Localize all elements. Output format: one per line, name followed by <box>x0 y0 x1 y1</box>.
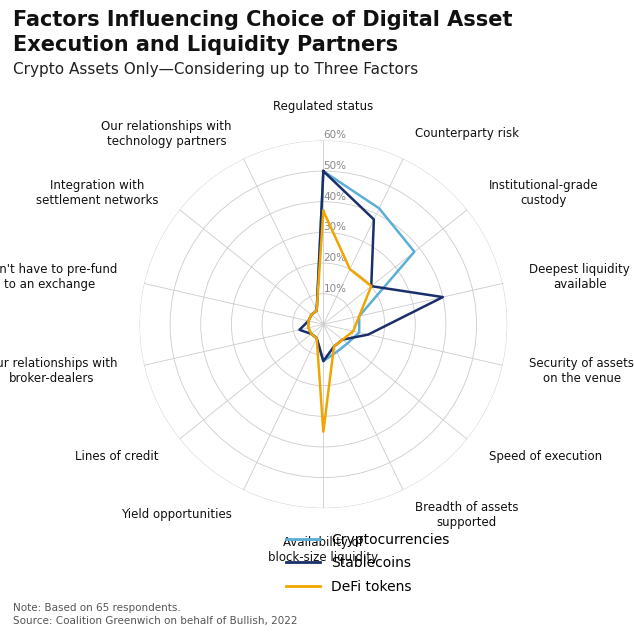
Text: Regulated status: Regulated status <box>273 100 373 113</box>
Text: Integration with
settlement networks: Integration with settlement networks <box>36 179 158 207</box>
Text: Our relationships with
broker-dealers: Our relationships with broker-dealers <box>0 357 117 385</box>
Text: Security of assets
on the venue: Security of assets on the venue <box>529 357 634 385</box>
Text: Lines of credit: Lines of credit <box>75 450 158 463</box>
Text: Crypto Assets Only—Considering up to Three Factors: Crypto Assets Only—Considering up to Thr… <box>13 62 418 78</box>
Text: Execution and Liquidity Partners: Execution and Liquidity Partners <box>13 35 398 55</box>
Text: Don't have to pre-fund
to an exchange: Don't have to pre-fund to an exchange <box>0 263 117 291</box>
Text: Speed of execution: Speed of execution <box>489 450 602 463</box>
Text: Institutional-grade
custody: Institutional-grade custody <box>489 179 598 207</box>
Text: Counterparty risk: Counterparty risk <box>415 127 519 141</box>
Text: Deepest liquidity
available: Deepest liquidity available <box>529 263 630 291</box>
Text: Yield opportunities: Yield opportunities <box>120 508 231 522</box>
Text: Availability of
block-size liquidity: Availability of block-size liquidity <box>268 536 378 563</box>
Text: Note: Based on 65 respondents.
Source: Coalition Greenwich on behalf of Bullish,: Note: Based on 65 respondents. Source: C… <box>13 604 297 626</box>
Text: Breadth of assets
supported: Breadth of assets supported <box>415 501 519 529</box>
Legend: Cryptocurrencies, Stablecoins, DeFi tokens: Cryptocurrencies, Stablecoins, DeFi toke… <box>285 532 450 594</box>
Text: Factors Influencing Choice of Digital Asset: Factors Influencing Choice of Digital As… <box>13 10 512 29</box>
Text: Our relationships with
technology partners: Our relationships with technology partne… <box>101 120 231 148</box>
